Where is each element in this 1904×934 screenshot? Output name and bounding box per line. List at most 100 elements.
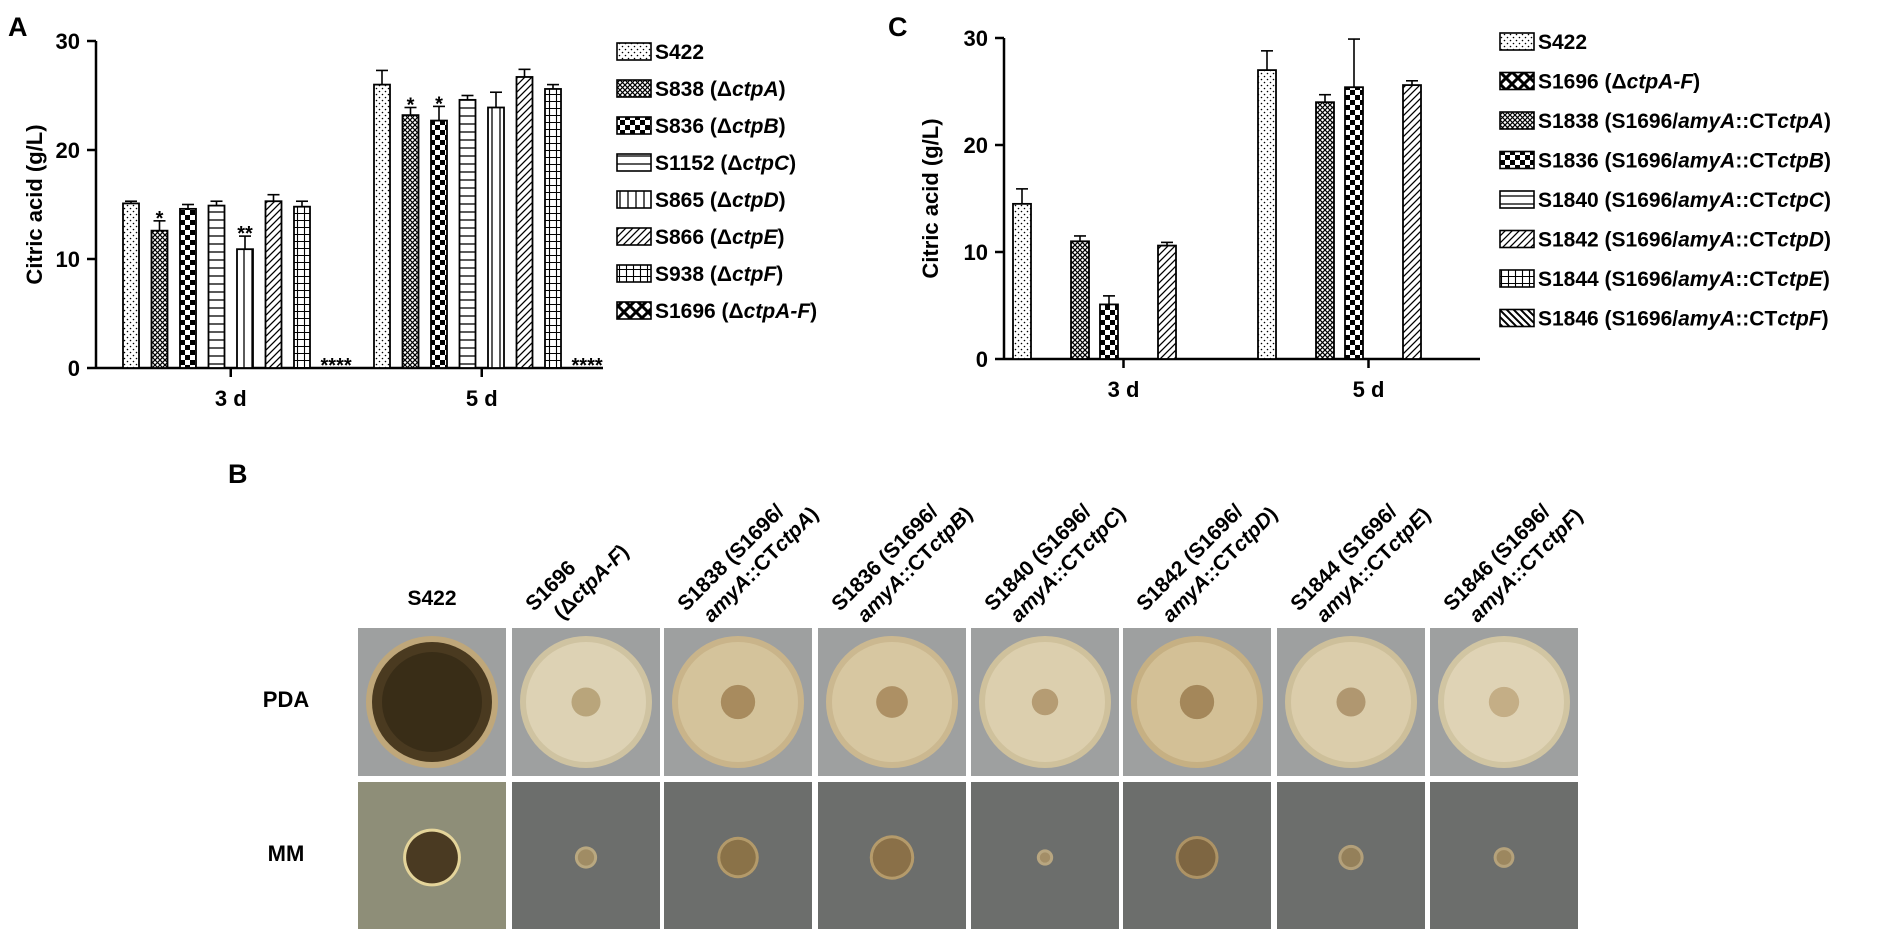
legend-swatch	[1499, 150, 1535, 170]
legend-swatch	[616, 264, 652, 283]
legend-entry: S1844 (S1696/amyA::CTctpE)	[1538, 268, 1830, 291]
bar	[1012, 202, 1032, 360]
legend-entry: S836 (ΔctpB)	[655, 115, 786, 138]
legend-entry: S1838 (S1696/amyA::CTctpA)	[1538, 110, 1831, 133]
colony-center	[1179, 684, 1215, 720]
chart-c: 0 10 20 30 Citric acid (g/L) 3 d 5 d S422 S1696 …	[918, 26, 1831, 402]
legend-entry-run: )	[1824, 110, 1831, 133]
legend-entry-run: ctpE	[1777, 268, 1824, 291]
significance-marker: *	[435, 93, 443, 115]
bar	[1099, 303, 1119, 360]
legend-entry-run: )	[779, 189, 786, 212]
legend-entry-run: S1152 (Δ	[655, 152, 743, 175]
legend-entry: S1846 (S1696/amyA::CTctpF)	[1538, 308, 1829, 331]
legend-entry-run: amyA	[1678, 308, 1735, 331]
legend-swatch	[1499, 190, 1535, 209]
significance-marker: ****	[572, 355, 603, 377]
mm-plate-photo	[971, 782, 1119, 929]
legend-entry-run: ::CT	[1735, 150, 1777, 173]
pda-plate-photo	[818, 628, 966, 776]
legend-entry-run: ::CT	[1735, 110, 1777, 133]
y-tick-label: 30	[56, 29, 80, 54]
legend-entry: S838 (ΔctpA)	[655, 78, 786, 101]
legend-entry-run: ctpC	[743, 152, 791, 175]
legend-entry: S1696 (ΔctpA-F)	[655, 300, 817, 323]
colony-center	[571, 687, 601, 717]
legend-entry-run: S422	[1538, 31, 1587, 54]
colony	[872, 838, 912, 877]
legend-entry-run: ctpA	[732, 78, 779, 101]
legend-entry-run: ctpA-F	[1627, 71, 1695, 94]
legend-entry-run: ctpB	[1777, 150, 1824, 173]
y-axis-title: Citric acid (g/L)	[918, 118, 943, 278]
legend-entry-run: ctpC	[1777, 189, 1825, 212]
colony	[1341, 847, 1361, 868]
pda-plate-photo	[512, 628, 660, 776]
legend-swatch	[616, 116, 652, 135]
column-label: S1844 (S1696/amyA::CTctpE)	[1286, 500, 1435, 627]
bar	[1344, 86, 1364, 360]
legend-entry-run: ctpE	[732, 226, 779, 249]
legend-swatch	[616, 79, 652, 98]
legend-swatch	[1499, 71, 1535, 91]
legend-entry: S1836 (S1696/amyA::CTctpB)	[1538, 150, 1831, 173]
colony	[406, 831, 458, 884]
bar	[1157, 244, 1177, 360]
legend-entry-run: ::CT	[1735, 229, 1777, 252]
legend-entry-run: S866 (Δ	[655, 226, 732, 249]
bar	[207, 204, 226, 369]
colony	[720, 839, 756, 876]
legend-entry: S866 (ΔctpE)	[655, 226, 784, 249]
y-tick-label: 10	[56, 247, 80, 272]
column-label: S1840 (S1696/amyA::CTctpC)	[980, 500, 1130, 627]
bar	[401, 114, 420, 369]
legend-entry-run: S1840 (S1696/	[1538, 189, 1678, 212]
legend-entry: S1152 (ΔctpC)	[655, 152, 796, 175]
legend-entry-run: amyA	[1678, 150, 1735, 173]
bar	[264, 200, 283, 369]
legend-entry-run: )	[1693, 71, 1700, 94]
legend-swatch	[1499, 32, 1535, 51]
legend-entry-run: ctpD	[732, 189, 779, 212]
mm-plate-photo	[358, 782, 506, 929]
colony	[577, 849, 595, 866]
significance-marker: *	[156, 208, 164, 230]
legend-entry-run: S836 (Δ	[655, 115, 732, 138]
category-label: 3 d	[1108, 377, 1140, 402]
y-tick-label: 0	[68, 356, 80, 381]
legend-entry-run: S1696 (Δ	[1538, 71, 1627, 94]
legend-entry-run: S1696 (Δ	[655, 300, 744, 323]
legend-swatch	[616, 301, 652, 320]
panel-label-b: B	[228, 459, 248, 489]
legend-entry-run: )	[789, 152, 796, 175]
y-tick-label: 10	[964, 240, 988, 265]
y-axis-title: Citric acid (g/L)	[22, 124, 47, 284]
pda-plate-photo	[1123, 628, 1271, 776]
legend-entry-run: )	[810, 300, 817, 323]
significance-marker: *	[407, 94, 415, 116]
legend-entry-run: S1842 (S1696/	[1538, 229, 1678, 252]
mm-plate-photo	[512, 782, 660, 929]
colony	[1039, 852, 1051, 863]
mm-plate-photo	[1123, 782, 1271, 929]
legend-entry-run: S1838 (S1696/	[1538, 110, 1678, 133]
bar	[236, 248, 254, 369]
bar	[430, 119, 448, 369]
legend-entry-run: amyA	[1678, 189, 1735, 212]
colony-photo-panel: PDA MM S422 S1696(ΔctpA-F) S1838 (S1696/amyA…	[263, 500, 1587, 929]
legend-entry-run: ctpB	[732, 115, 779, 138]
legend-entry-run: )	[777, 226, 784, 249]
bar	[293, 205, 311, 369]
legend-entry: S422	[655, 41, 704, 64]
pda-plate-photo	[664, 628, 812, 776]
bar	[1402, 84, 1422, 360]
legend-entry-run: ::CT	[1735, 268, 1777, 291]
legend-entry-run: S838 (Δ	[655, 78, 732, 101]
legend-entry-run: amyA	[1678, 229, 1735, 252]
column-label: S1838 (S1696/amyA::CTctpA)	[673, 500, 823, 627]
legend-entry-run: S1836 (S1696/	[1538, 150, 1678, 173]
legend-entry-run: )	[1822, 308, 1829, 331]
column-label: S1696(ΔctpA-F)	[521, 540, 633, 624]
